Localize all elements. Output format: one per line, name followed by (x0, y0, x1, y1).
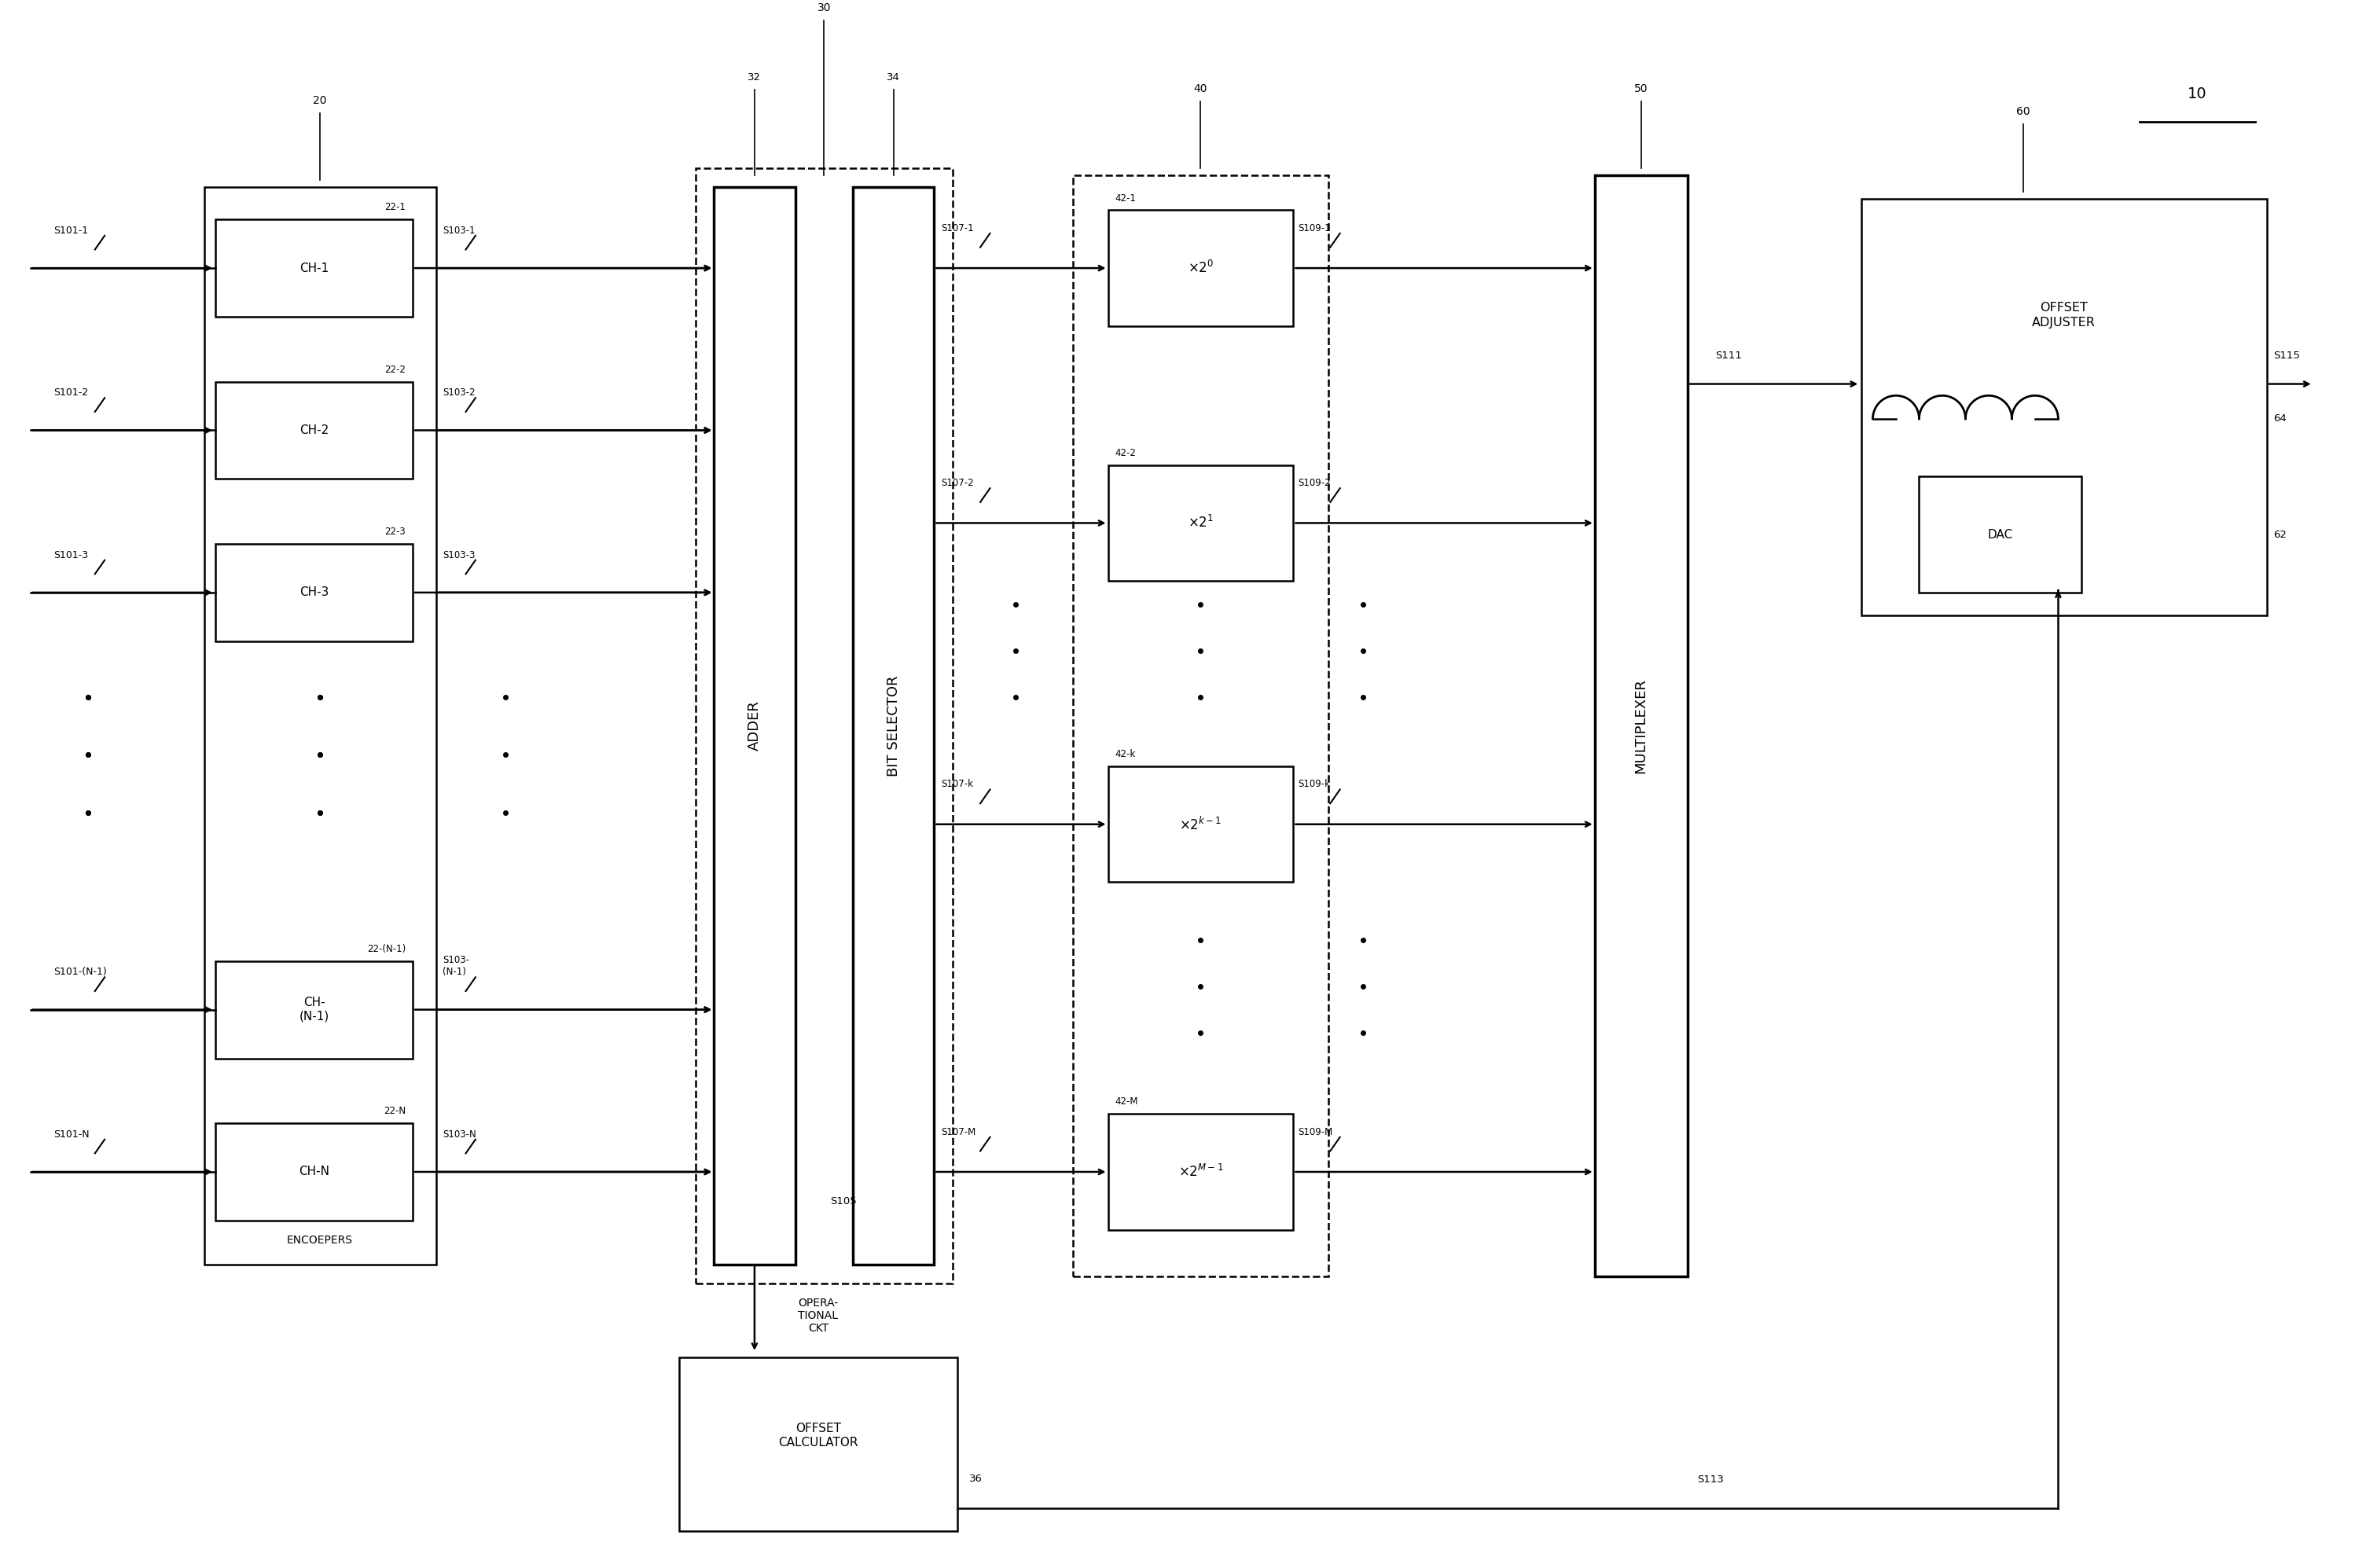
Bar (1107, 210, 1293, 326)
Text: S103-2: S103-2 (443, 387, 476, 398)
Text: S107-M: S107-M (942, 1127, 975, 1137)
Text: S101-1: S101-1 (54, 226, 87, 235)
Text: 34: 34 (888, 72, 900, 83)
Text: 42-k: 42-k (1114, 750, 1135, 759)
Text: S109-M: S109-M (1298, 1127, 1333, 1137)
Text: 22-2: 22-2 (384, 364, 405, 375)
Bar (695, 168, 954, 1283)
Bar (1107, 767, 1293, 883)
Text: ENCOEPERS: ENCOEPERS (287, 1236, 353, 1247)
Text: 42-1: 42-1 (1114, 193, 1135, 204)
Bar (1107, 466, 1293, 580)
Bar (217, 1123, 412, 1220)
Text: S103-3: S103-3 (443, 550, 476, 560)
Text: 40: 40 (1194, 83, 1208, 94)
Text: S111: S111 (1714, 351, 1743, 361)
Text: S103-1: S103-1 (443, 226, 476, 235)
Text: S105: S105 (829, 1196, 857, 1207)
Text: 30: 30 (817, 2, 831, 13)
Text: BIT SELECTOR: BIT SELECTOR (885, 676, 900, 776)
Text: $\times 2^1$: $\times 2^1$ (1187, 516, 1213, 532)
Bar (1919, 477, 2082, 593)
Text: CH-2: CH-2 (299, 425, 330, 436)
Text: S103-
(N-1): S103- (N-1) (443, 955, 469, 977)
Text: S107-k: S107-k (942, 779, 973, 790)
Bar (714, 187, 796, 1264)
Text: OFFSET
ADJUSTER: OFFSET ADJUSTER (2032, 303, 2096, 329)
Text: 10: 10 (2188, 86, 2207, 102)
Text: S103-N: S103-N (443, 1129, 476, 1140)
Text: 42-M: 42-M (1114, 1096, 1137, 1107)
Text: S109-1: S109-1 (1298, 223, 1331, 234)
Text: 22-1: 22-1 (384, 202, 405, 213)
Text: S113: S113 (1698, 1474, 1724, 1485)
Text: CH-1: CH-1 (299, 262, 330, 274)
Bar (217, 544, 412, 641)
Text: ADDER: ADDER (747, 701, 761, 751)
Text: 22-(N-1): 22-(N-1) (367, 944, 405, 953)
Text: S101-3: S101-3 (54, 550, 87, 560)
Text: 64: 64 (2273, 414, 2287, 423)
Text: 22-3: 22-3 (384, 527, 405, 536)
Text: S109-k: S109-k (1298, 779, 1331, 790)
Text: CH-3: CH-3 (299, 586, 330, 599)
Bar (1107, 1113, 1293, 1229)
Text: 36: 36 (968, 1474, 982, 1483)
Text: CH-
(N-1): CH- (N-1) (299, 997, 330, 1022)
Bar (1074, 176, 1328, 1276)
Text: 60: 60 (2016, 107, 2030, 118)
Bar (217, 381, 412, 478)
Text: CH-N: CH-N (299, 1167, 330, 1178)
Text: 50: 50 (1634, 83, 1648, 94)
Text: S115: S115 (2273, 351, 2301, 361)
Text: 32: 32 (749, 72, 761, 83)
Bar (1594, 176, 1689, 1276)
Text: 62: 62 (2273, 530, 2287, 539)
Bar (217, 220, 412, 317)
Text: $\times 2^{M-1}$: $\times 2^{M-1}$ (1178, 1163, 1222, 1179)
Text: MULTIPLEXER: MULTIPLEXER (1634, 679, 1648, 773)
Text: S107-2: S107-2 (942, 478, 975, 488)
Text: S107-1: S107-1 (942, 223, 975, 234)
Text: S101-(N-1): S101-(N-1) (54, 967, 106, 977)
Text: DAC: DAC (1988, 528, 2014, 541)
Text: $\times 2^{k-1}$: $\times 2^{k-1}$ (1180, 815, 1222, 833)
Bar (853, 187, 935, 1264)
Text: OFFSET
CALCULATOR: OFFSET CALCULATOR (780, 1422, 857, 1449)
Bar (205, 187, 436, 1264)
Bar (1860, 199, 2268, 616)
Text: $\times 2^0$: $\times 2^0$ (1187, 260, 1213, 276)
Text: 22-N: 22-N (384, 1105, 405, 1116)
Bar (217, 961, 412, 1058)
Text: 42-2: 42-2 (1114, 448, 1135, 458)
Text: 20: 20 (313, 96, 327, 107)
Text: OPERA-
TIONAL
CKT: OPERA- TIONAL CKT (798, 1298, 838, 1334)
Text: S101-2: S101-2 (54, 387, 87, 398)
Bar (678, 1358, 958, 1530)
Text: S109-2: S109-2 (1298, 478, 1331, 488)
Text: S101-N: S101-N (54, 1129, 89, 1140)
